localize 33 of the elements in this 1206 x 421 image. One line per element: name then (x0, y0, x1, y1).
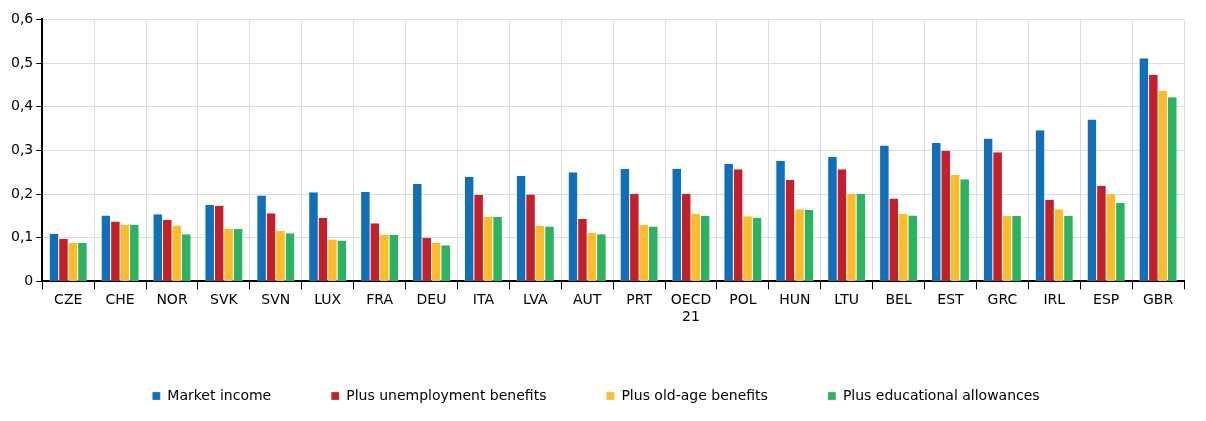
y-tick-label: 0,6 (11, 10, 34, 27)
legend-label: Market income (167, 386, 272, 403)
y-tick-label: 0,1 (11, 228, 34, 245)
x-tick-label: LUX (314, 291, 342, 308)
x-tick-label: EST (937, 291, 965, 308)
x-tick-label: BEL (885, 291, 912, 308)
y-tick-label: 0,2 (11, 184, 34, 201)
x-tick-label: AUT (572, 291, 602, 308)
x-tick-label: CZE (54, 291, 83, 308)
x-tick-label: CHE (105, 291, 135, 308)
y-tick-label: 0,4 (11, 97, 34, 114)
x-tick-label: ITA (472, 291, 495, 308)
x-tick-label: ESP (1093, 291, 1120, 308)
x-tick-label: FRA (366, 291, 394, 308)
x-tick-label: HUN (779, 291, 811, 308)
y-tick-label: 0,3 (11, 141, 34, 158)
x-tick-label: GRC (987, 291, 1018, 308)
x-tick-label: SVN (261, 291, 291, 308)
x-tick-label: OECD 21 (670, 291, 712, 325)
y-tick-label: 0,5 (11, 53, 34, 70)
legend-label: Plus old-age benefits (621, 386, 768, 403)
x-tick-label: GBR (1142, 291, 1174, 308)
x-tick-label: POL (729, 291, 757, 308)
y-tick-label: 0 (24, 272, 34, 289)
x-tick-label: LVA (523, 291, 548, 308)
x-tick-label: SVK (210, 291, 239, 308)
x-tick-label: DEU (416, 291, 447, 308)
x-tick-label: IRL (1043, 291, 1066, 308)
legend-label: Plus unemployment benefits (346, 386, 547, 403)
x-tick-label: NOR (156, 291, 188, 308)
x-tick-label: LTU (834, 291, 860, 308)
legend-label: Plus educational allowances (842, 386, 1040, 403)
x-tick-label: PRT (626, 291, 653, 308)
